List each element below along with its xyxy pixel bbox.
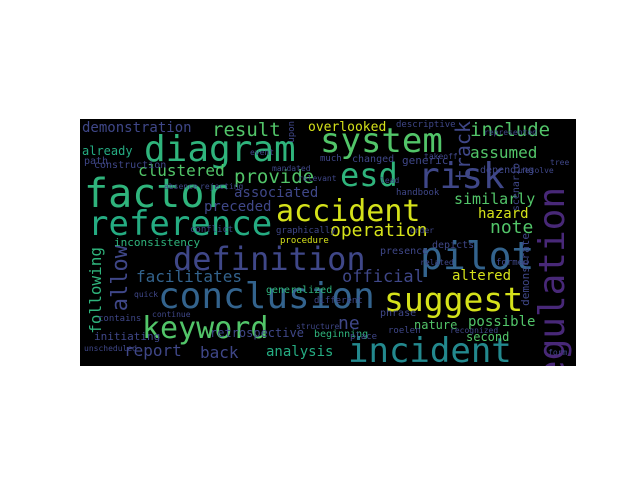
- word-lead: lead: [380, 176, 400, 185]
- word-definition: definition: [173, 240, 366, 278]
- word-clustered: clustered: [138, 161, 225, 180]
- word-cloud: conclusion definition pilot keyword inci…: [80, 119, 576, 366]
- word-inconsistency: inconsistency: [114, 236, 201, 249]
- word-quick: quick: [134, 290, 159, 299]
- word-retrospective: retrospective: [210, 326, 304, 340]
- word-phrase: phrase: [380, 308, 417, 319]
- word-facilitates: facilitates: [136, 267, 242, 286]
- word-pilot: pilot: [420, 234, 535, 278]
- word-unscheduled: unscheduled: [84, 344, 137, 353]
- word-system: system: [320, 121, 443, 161]
- word-preceded: preceded: [204, 199, 272, 215]
- word-note: note: [490, 217, 534, 238]
- word-allow: allow: [108, 245, 133, 312]
- word-accident: accident: [276, 194, 421, 229]
- word-recognized: recognized: [450, 326, 499, 335]
- word-altered: altered: [452, 268, 512, 284]
- word-takeoff: takeoff: [424, 152, 458, 161]
- word-formed: formed: [496, 258, 529, 268]
- word-rejecting: rejecting: [200, 182, 244, 191]
- word-graphically: graphically: [276, 226, 336, 236]
- word-analysis: analysis: [266, 344, 334, 360]
- word-similarly: similarly: [454, 190, 536, 208]
- word-changed: changed: [352, 154, 395, 165]
- word-reference: reference: [88, 204, 273, 244]
- word-back: back: [200, 343, 239, 362]
- word-relevant: relevant: [298, 174, 337, 183]
- word-roelen: roelen: [388, 326, 421, 336]
- word-continue: continue: [152, 310, 191, 319]
- word-place: place: [350, 332, 378, 342]
- word-demonstration: demonstration: [82, 120, 192, 136]
- word-depicts: depicts: [432, 240, 475, 251]
- word-second: second: [466, 330, 510, 344]
- word-different: different: [314, 296, 363, 306]
- word-presence: presence: [380, 246, 429, 257]
- word-procedure: procedure: [280, 236, 329, 246]
- word-related: related: [420, 258, 454, 267]
- word-construction: construction: [94, 160, 167, 171]
- word-already: already: [82, 144, 133, 158]
- word-suggest: suggest: [384, 280, 524, 319]
- word-risk: risk: [418, 156, 505, 197]
- word-handbook: handbook: [396, 188, 440, 198]
- word-nature: nature: [414, 318, 458, 332]
- word-diagram: diagram: [144, 129, 296, 170]
- word-descriptive: descriptive: [396, 120, 456, 130]
- word-mandated: mandated: [272, 164, 311, 173]
- word-assumed: assumed: [470, 143, 538, 162]
- word-result: result: [212, 119, 281, 141]
- word-initiating: initiating: [94, 330, 161, 343]
- word-upon: upon: [287, 121, 297, 143]
- word-beginning: beginning: [314, 329, 369, 340]
- word-overlooked: overlooked: [308, 120, 387, 135]
- word-regulation: regulation: [532, 187, 573, 366]
- word-contains: contains: [98, 314, 142, 324]
- word-esd: esd: [340, 156, 398, 194]
- word-conclusion: conclusion: [158, 276, 375, 317]
- word-generic: generic: [402, 154, 449, 167]
- word-generalized: generalized: [266, 285, 333, 296]
- word-depending: depending: [480, 165, 535, 176]
- word-represented: represented: [484, 128, 537, 137]
- word-absence: absence: [164, 182, 198, 191]
- word-keyword: keyword: [142, 311, 269, 346]
- word-tree: tree: [550, 158, 570, 167]
- word-form: form: [548, 348, 568, 357]
- word-much: much: [320, 154, 342, 164]
- word-include: include: [470, 119, 551, 141]
- word-conflict: conflict: [190, 225, 234, 235]
- word-incident: incident: [348, 331, 512, 366]
- word-resolve: resolve: [520, 166, 554, 175]
- word-path: path: [84, 156, 109, 167]
- word-associated: associated: [234, 185, 319, 201]
- word-hazard: hazard: [478, 206, 529, 222]
- word-event: event: [250, 148, 275, 157]
- word-structure: structure: [296, 322, 340, 331]
- word-operation: operation: [330, 220, 428, 241]
- word-provide: provide: [234, 166, 315, 188]
- word-ne: ne: [338, 313, 360, 334]
- word-report: report: [124, 341, 182, 360]
- word-factor: factor: [84, 171, 229, 217]
- word-official: official: [342, 267, 424, 287]
- word-demonstrate: demonstrate: [519, 233, 532, 306]
- word-order: order: [410, 226, 435, 235]
- word-possible: possible: [468, 314, 536, 330]
